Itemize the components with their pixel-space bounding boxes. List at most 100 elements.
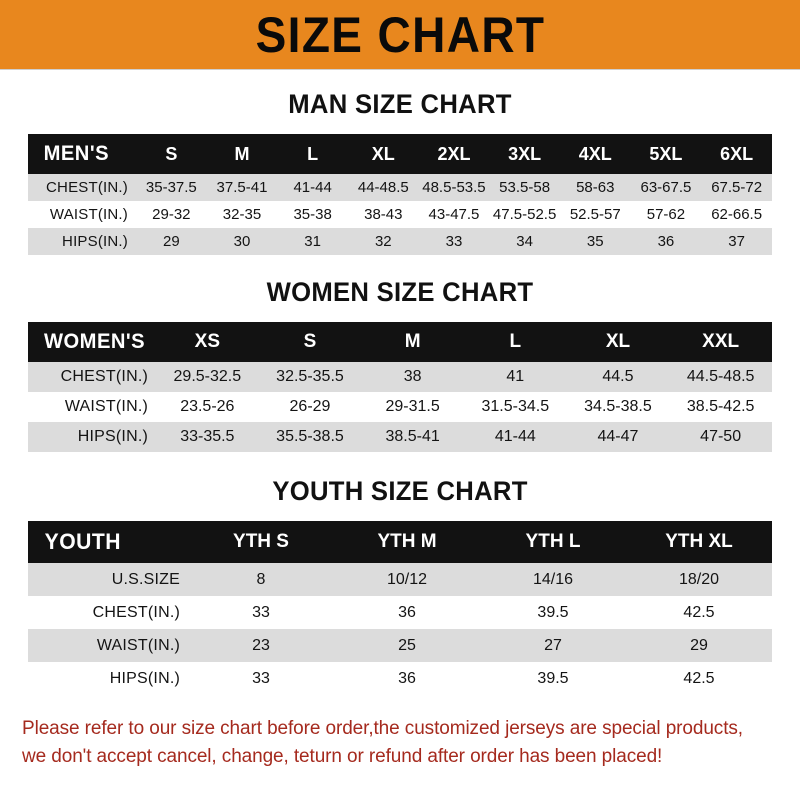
men-measurement-value: 35-38 [293, 206, 332, 223]
youth-size-table: YOUTH YTH S YTH M YTH L YTH XL U.S.SIZE 8 10/… [28, 521, 772, 695]
men-size-column-header: 2XL [437, 143, 471, 164]
women-table-row: WAIST(IN.) 23.5-26 26-29 29-31.5 31.5-34.5 34… [28, 392, 772, 422]
youth-measurement-value: 33 [252, 669, 270, 687]
women-size-column-header: L [509, 331, 522, 352]
men-size-table: MEN'S S M L XL 2XL 3XL 4XL 5XL 6XL CHEST(IN.) 35-… [28, 134, 772, 255]
women-measurement-label: WAIST(IN.) [64, 398, 148, 415]
men-table-row: WAIST(IN.) 29-32 32-35 35-38 38-43 43-47.5 47.… [28, 201, 772, 228]
men-measurement-value: 30 [233, 233, 251, 250]
men-measurement-value: 29 [162, 233, 180, 250]
men-size-column-header: XL [371, 143, 395, 164]
women-measurement-value: 41-44 [494, 428, 536, 445]
youth-measurement-value: 14/16 [532, 570, 574, 588]
youth-measurement-value: 39.5 [537, 603, 569, 621]
youth-measurement-value: 10/12 [386, 570, 428, 588]
women-measurement-value: 32.5-35.5 [276, 368, 344, 385]
men-measurement-value: 48.5-53.5 [422, 179, 486, 196]
youth-measurement-label: CHEST(IN.) [92, 603, 180, 621]
men-measurement-value: 35 [586, 233, 604, 250]
men-measurement-value: 62-66.5 [711, 206, 763, 223]
order-policy-note-line-1: Please refer to our size chart before or… [22, 718, 743, 739]
men-measurement-value: 33 [445, 233, 463, 250]
men-measurement-value: 34 [516, 233, 533, 250]
men-measurement-value: 38-43 [364, 206, 403, 223]
men-measurement-value: 63-67.5 [640, 179, 692, 196]
youth-measurement-value: 8 [256, 570, 266, 588]
women-measurement-value: 33-35.5 [180, 428, 235, 445]
men-table-body: CHEST(IN.) 35-37.5 37.5-41 41-44 44-48.5 48.5… [28, 174, 772, 255]
youth-measurement-value: 18/20 [678, 570, 720, 588]
men-measurement-value: 41-44 [293, 179, 332, 196]
men-measurement-value: 47.5-52.5 [492, 206, 557, 223]
women-size-column-header: XL [605, 331, 631, 352]
women-table-body: CHEST(IN.) 29.5-32.5 32.5-35.5 38 41 44.5 44.5… [28, 362, 772, 452]
section-women: WOMEN SIZE CHART WOMEN'S XS S M L XL XXL CHES… [0, 279, 800, 452]
youth-measurement-value: 27 [544, 636, 562, 654]
men-measurement-label: HIPS(IN.) [62, 233, 128, 250]
men-table-row: CHEST(IN.) 35-37.5 37.5-41 41-44 44-48.5 48.5… [28, 174, 772, 201]
youth-size-column-header: YTH M [377, 531, 437, 552]
men-measurement-value: 32-35 [222, 206, 262, 223]
section-title-youth: YOUTH SIZE CHART [272, 476, 528, 506]
youth-measurement-value: 23 [252, 636, 270, 654]
women-measurement-value: 35.5-38.5 [276, 428, 344, 445]
men-measurement-value: 32 [374, 233, 392, 250]
youth-measurement-value: 39.5 [537, 669, 569, 687]
men-measurement-value: 67.5-72 [711, 179, 763, 196]
page-title: SIZE CHART [255, 6, 545, 63]
men-measurement-value: 31 [304, 233, 321, 250]
youth-measurement-value: 29 [690, 636, 708, 654]
women-size-column-header: XS [194, 331, 220, 352]
men-measurement-value: 37 [728, 233, 745, 250]
men-measurement-value: 53.5-58 [499, 179, 551, 196]
men-measurement-value: 52.5-57 [569, 206, 621, 223]
women-measurement-value: 44.5-48.5 [686, 368, 755, 385]
youth-size-column-header: YTH S [233, 531, 289, 552]
men-measurement-value: 58-63 [576, 179, 615, 196]
men-size-column-header: S [165, 143, 178, 164]
women-header-row: WOMEN'S XS S M L XL XXL [28, 322, 772, 362]
men-measurement-value: 44-48.5 [357, 179, 409, 196]
women-measurement-value: 41 [506, 368, 525, 385]
youth-measurement-value: 36 [398, 603, 416, 621]
women-measurement-value: 38.5-41 [385, 428, 440, 445]
women-measurement-value: 38 [403, 368, 422, 385]
women-measurement-value: 44-47 [597, 428, 639, 445]
men-size-column-header: 6XL [720, 143, 754, 164]
youth-measurement-value: 33 [252, 603, 270, 621]
women-corner-label: WOMEN'S [44, 330, 146, 353]
men-measurement-label: CHEST(IN.) [46, 179, 128, 196]
women-measurement-label: CHEST(IN.) [60, 368, 148, 385]
youth-table-body: U.S.SIZE 8 10/12 14/16 18/20 CHEST(IN.) 33 36 39… [28, 563, 772, 695]
section-title-man: MAN SIZE CHART [288, 89, 512, 119]
men-measurement-label: WAIST(IN.) [49, 206, 128, 223]
men-size-column-header: 5XL [649, 143, 683, 164]
women-measurement-value: 34.5-38.5 [584, 398, 652, 415]
youth-table-head: YOUTH YTH S YTH M YTH L YTH XL [28, 521, 772, 563]
order-policy-note: Please refer to our size chart before or… [22, 715, 778, 771]
women-size-column-header: XXL [702, 331, 740, 352]
men-measurement-value: 35-37.5 [145, 179, 197, 196]
youth-measurement-value: 42.5 [683, 669, 715, 687]
men-table-head: MEN'S S M L XL 2XL 3XL 4XL 5XL 6XL [28, 134, 772, 174]
youth-size-column-header: YTH L [525, 531, 581, 552]
youth-size-column-header: YTH XL [665, 531, 733, 552]
women-size-column-header: M [404, 331, 421, 352]
women-table-head: WOMEN'S XS S M L XL XXL [28, 322, 772, 362]
section-title-women: WOMEN SIZE CHART [266, 277, 534, 307]
women-table-row: CHEST(IN.) 29.5-32.5 32.5-35.5 38 41 44.5 44.5… [28, 362, 772, 392]
youth-measurement-value: 25 [398, 636, 416, 654]
men-measurement-value: 36 [657, 233, 675, 250]
youth-measurement-label: U.S.SIZE [111, 570, 180, 588]
youth-header-row: YOUTH YTH S YTH M YTH L YTH XL [28, 521, 772, 563]
men-measurement-value: 43-47.5 [428, 206, 480, 223]
youth-measurement-value: 36 [398, 669, 416, 687]
women-size-table: WOMEN'S XS S M L XL XXL CHEST(IN.) 29.5-32.5 32… [28, 322, 772, 452]
youth-corner-label: YOUTH [44, 529, 121, 554]
women-size-column-header: S [303, 331, 317, 352]
women-measurement-value: 47-50 [700, 428, 742, 445]
women-measurement-value: 29.5-32.5 [173, 368, 242, 385]
youth-measurement-label: WAIST(IN.) [96, 636, 180, 654]
men-table-row: HIPS(IN.) 29 30 31 32 33 34 35 36 37 [28, 228, 772, 255]
women-measurement-value: 44.5 [602, 368, 634, 385]
